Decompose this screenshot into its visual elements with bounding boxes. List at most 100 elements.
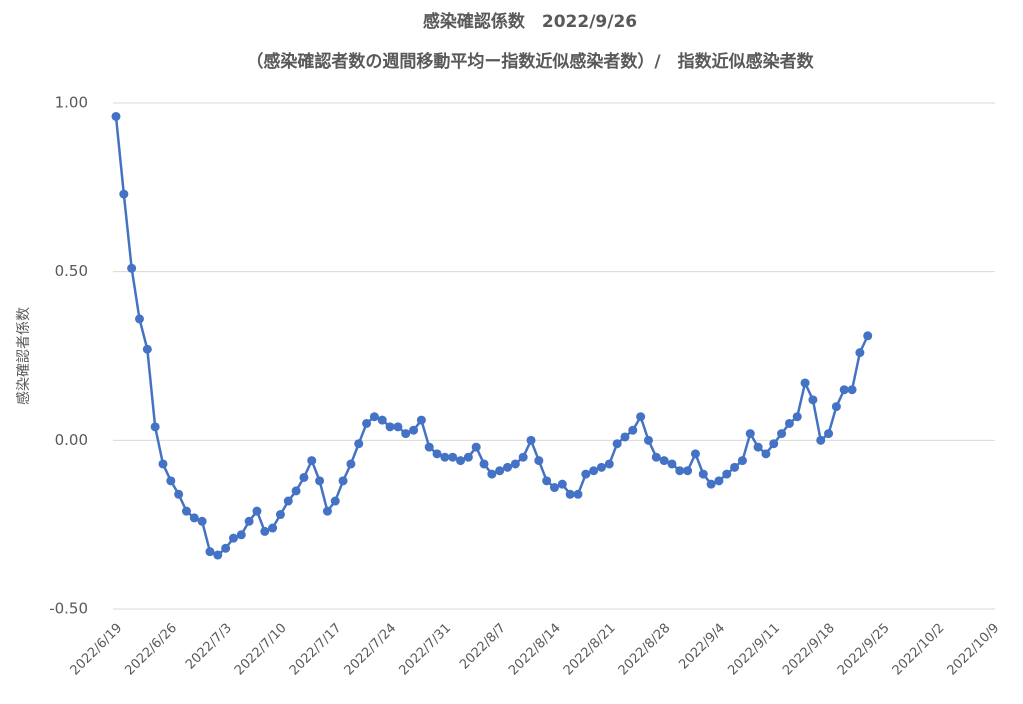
x-tick-label: 2022/8/21: [561, 621, 619, 679]
data-point: [604, 459, 614, 469]
data-point: [189, 513, 199, 523]
data-point: [221, 543, 231, 553]
x-tick-label: 2022/7/3: [183, 621, 235, 673]
data-point: [440, 452, 450, 462]
data-point: [667, 459, 677, 469]
data-point: [252, 506, 262, 516]
data-point: [769, 439, 779, 449]
data-point: [283, 496, 293, 506]
data-point: [213, 550, 223, 560]
data-point: [737, 456, 747, 466]
data-point: [620, 432, 630, 442]
data-point: [863, 331, 873, 341]
data-point: [228, 533, 238, 543]
data-point: [197, 516, 207, 526]
data-point: [573, 489, 583, 499]
data-point: [299, 472, 309, 482]
data-point: [111, 111, 121, 121]
data-point: [855, 348, 865, 358]
data-point: [565, 489, 575, 499]
chart-subtitle: （感染確認者数の週間移動平均ー指数近似感染者数）/ 指数近似感染者数: [246, 51, 814, 72]
data-point: [628, 425, 638, 435]
data-point: [510, 459, 520, 469]
data-point: [260, 526, 270, 536]
data-point: [683, 466, 693, 476]
data-point: [698, 469, 708, 479]
x-tick-label: 2022/9/4: [676, 621, 728, 673]
data-point: [816, 435, 826, 445]
x-tick-label: 2022/8/14: [506, 621, 564, 679]
data-point: [471, 442, 481, 452]
data-point: [659, 456, 669, 466]
data-point: [174, 489, 184, 499]
data-point: [503, 462, 513, 472]
data-point: [784, 418, 794, 428]
data-point: [745, 429, 755, 439]
data-point: [385, 422, 395, 432]
data-point: [534, 456, 544, 466]
data-point: [479, 459, 489, 469]
data-point: [150, 422, 160, 432]
data-point: [354, 439, 364, 449]
series-line: [114, 116, 869, 557]
x-tick-label: 2022/10/9: [945, 621, 1003, 679]
data-point: [307, 456, 317, 466]
x-tick-label: 2022/6/26: [122, 621, 180, 679]
data-point: [596, 462, 606, 472]
data-point: [127, 263, 137, 273]
data-point: [690, 449, 700, 459]
data-point: [416, 415, 426, 425]
data-point: [761, 449, 771, 459]
y-tick-label: 0.50: [55, 262, 88, 280]
data-point: [291, 486, 301, 496]
data-point: [409, 425, 419, 435]
data-point: [338, 476, 348, 486]
data-point: [675, 466, 685, 476]
x-tick-label: 2022/9/25: [835, 621, 893, 679]
data-point: [432, 449, 442, 459]
data-point: [268, 523, 278, 533]
x-tick-label: 2022/10/2: [890, 621, 948, 679]
data-point: [424, 442, 434, 452]
data-point: [393, 422, 403, 432]
data-point: [362, 418, 372, 428]
data-point: [824, 429, 834, 439]
data-point: [589, 466, 599, 476]
data-point: [244, 516, 254, 526]
data-point: [526, 435, 536, 445]
x-tick-label: 2022/6/19: [68, 621, 126, 679]
data-point: [487, 469, 497, 479]
x-tick-label: 2022/7/10: [232, 621, 290, 679]
y-tick-label: 1.00: [55, 94, 88, 112]
data-point: [730, 462, 740, 472]
data-point: [722, 469, 732, 479]
data-point: [581, 469, 591, 479]
x-tick-label: 2022/7/17: [287, 621, 345, 679]
y-tick-label: 0.00: [55, 431, 88, 449]
data-point: [550, 483, 559, 493]
data-point: [792, 412, 802, 422]
data-point: [839, 385, 849, 395]
data-point: [181, 506, 191, 516]
x-tick-label: 2022/7/31: [396, 621, 454, 679]
data-point: [448, 452, 458, 462]
data-point: [847, 385, 857, 395]
data-point: [714, 476, 724, 486]
y-tick-label: -0.50: [49, 600, 88, 618]
data-point: [369, 412, 379, 422]
data-point: [205, 547, 215, 557]
data-point: [377, 415, 387, 425]
data-point: [636, 412, 646, 422]
data-point: [315, 476, 325, 486]
data-point: [142, 344, 152, 354]
chart-title: 感染確認係数 2022/9/26: [423, 11, 637, 32]
x-tick-label: 2022/8/28: [616, 621, 674, 679]
data-point: [463, 452, 473, 462]
x-tick-label: 2022/9/18: [780, 621, 838, 679]
data-point: [651, 452, 661, 462]
data-point: [612, 439, 622, 449]
data-point: [495, 466, 505, 476]
data-point: [134, 314, 144, 324]
data-point: [643, 435, 653, 445]
